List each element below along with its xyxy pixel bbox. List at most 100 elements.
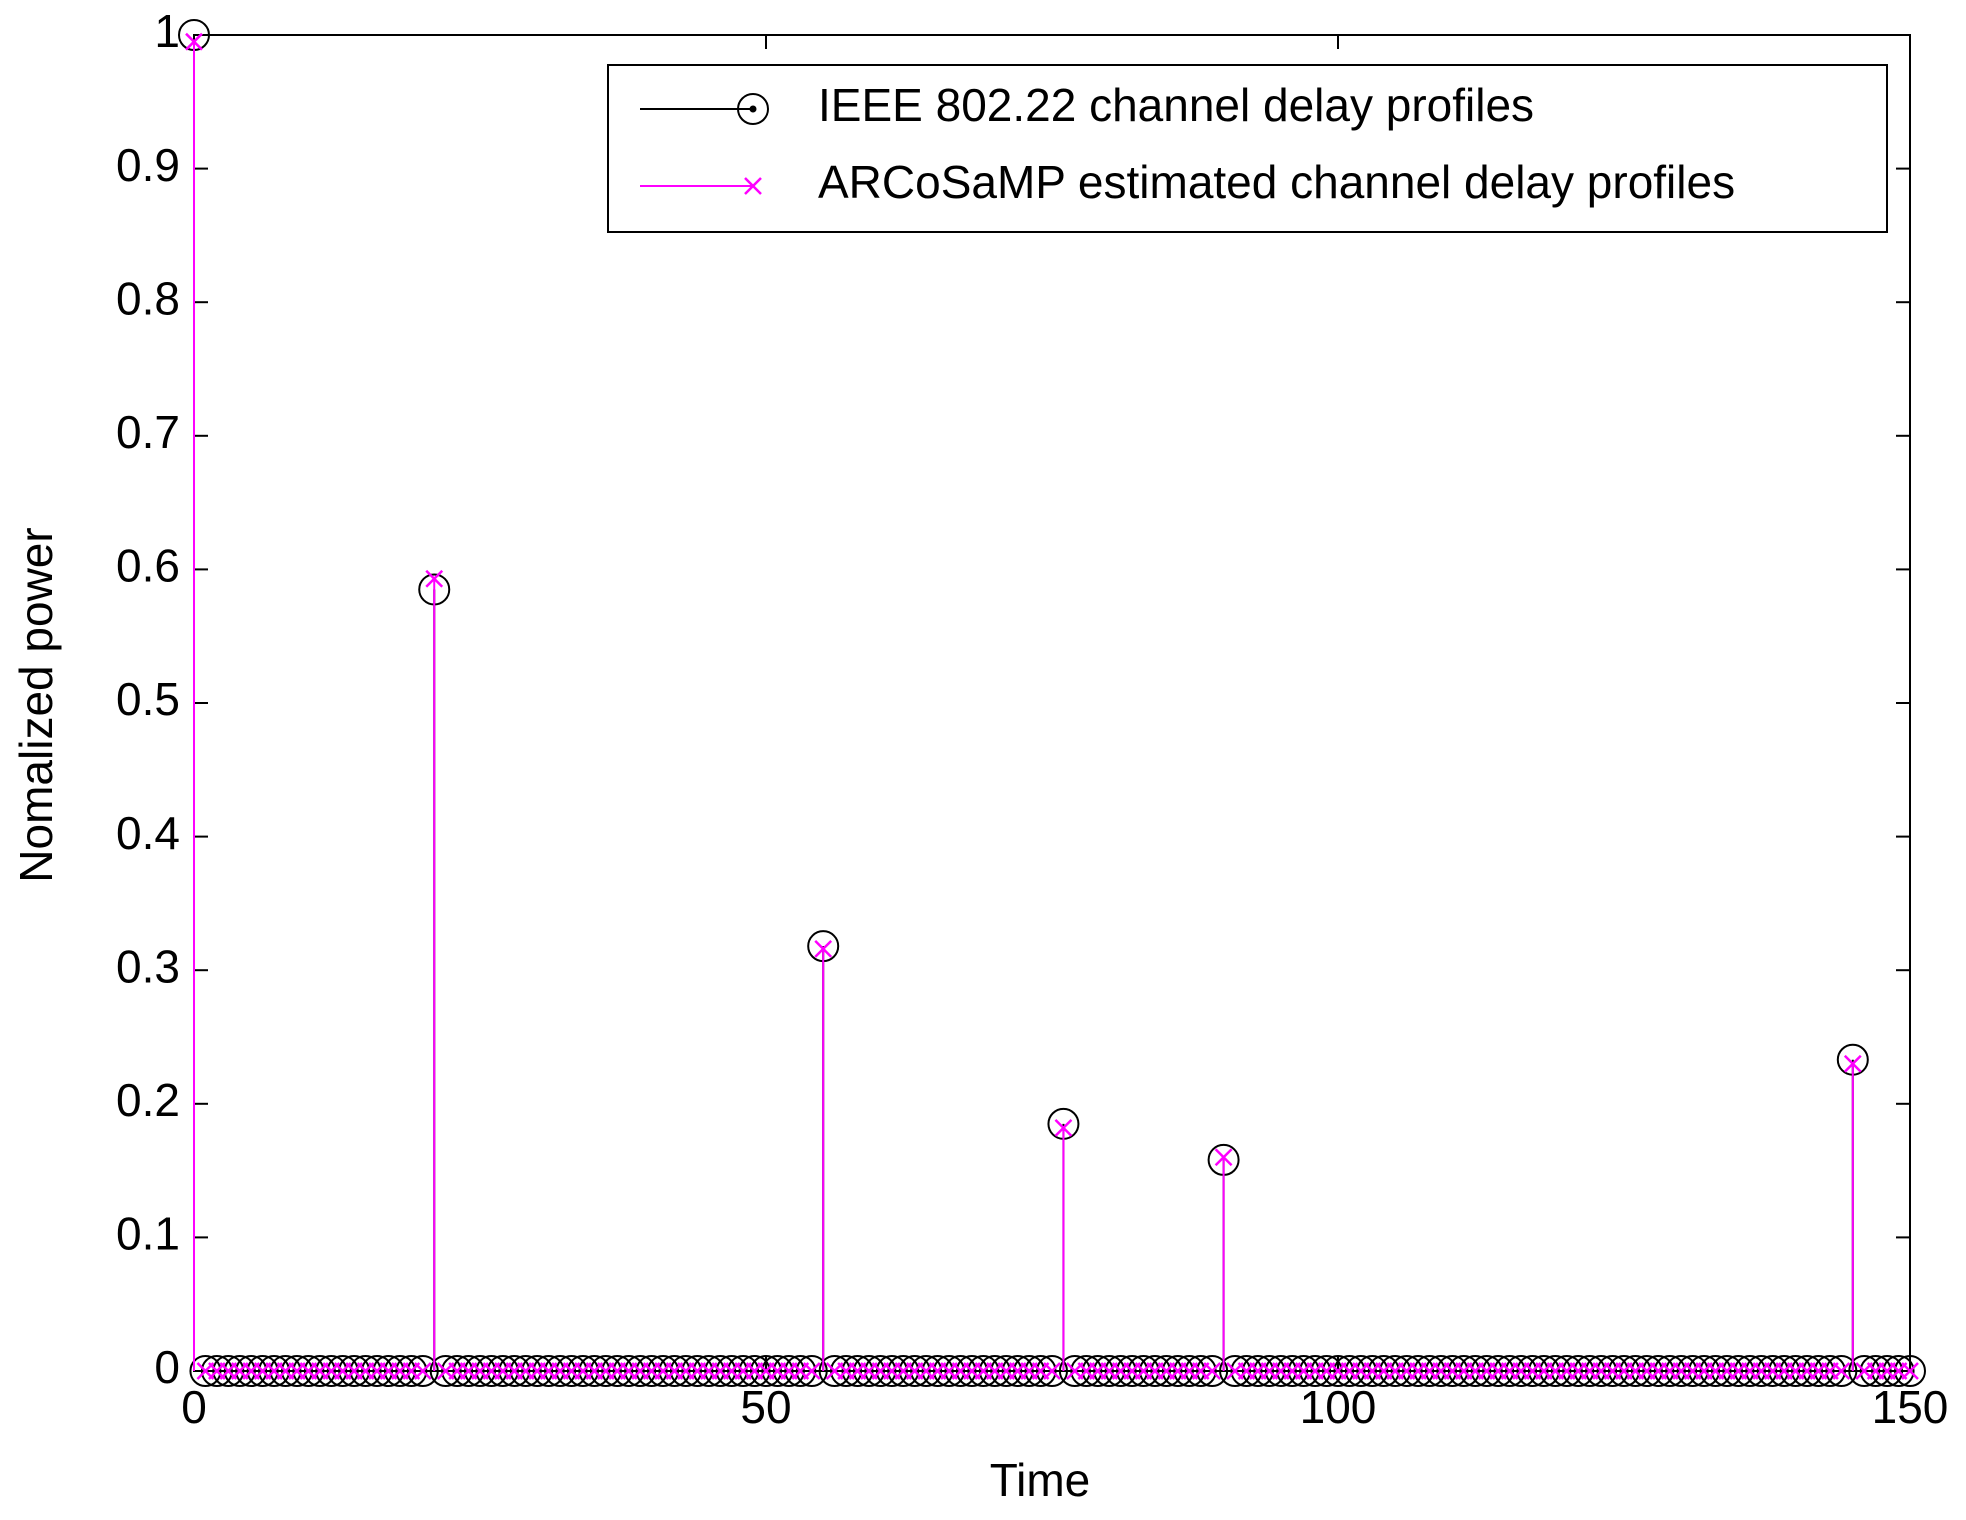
legend-dot xyxy=(749,105,757,113)
marker xyxy=(1550,1355,1583,1387)
marker xyxy=(1127,1355,1160,1387)
marker-circle xyxy=(589,1355,622,1387)
marker xyxy=(1779,1355,1812,1387)
y-axis-label: Nomalized power xyxy=(10,527,62,882)
marker xyxy=(1699,1355,1732,1387)
marker xyxy=(704,1355,737,1387)
marker-circle xyxy=(875,1355,908,1387)
marker xyxy=(258,1355,291,1387)
marker xyxy=(715,1355,748,1387)
marker xyxy=(532,1355,565,1387)
marker xyxy=(452,1355,485,1387)
legend: IEEE 802.22 channel delay profiles ARCoSa… xyxy=(607,64,1888,233)
marker xyxy=(509,1355,542,1387)
marker-circle xyxy=(898,1355,931,1387)
marker-circle xyxy=(681,1355,714,1387)
marker-circle xyxy=(1367,1355,1400,1387)
marker-circle xyxy=(1287,1355,1320,1387)
marker-circle xyxy=(1459,1355,1492,1387)
marker xyxy=(802,1362,821,1380)
marker xyxy=(601,1355,634,1387)
marker-circle xyxy=(1310,1355,1343,1387)
marker xyxy=(1665,1355,1698,1387)
marker xyxy=(383,1355,416,1387)
marker-circle xyxy=(750,1355,782,1387)
marker-circle xyxy=(1241,1355,1274,1387)
marker-circle xyxy=(1585,1355,1618,1387)
legend-label: IEEE 802.22 channel delay profiles xyxy=(818,79,1534,131)
marker xyxy=(475,1355,508,1387)
marker xyxy=(1791,1355,1824,1387)
marker xyxy=(955,1355,988,1387)
marker-circle xyxy=(1745,1355,1778,1387)
marker-circle xyxy=(1253,1355,1286,1387)
marker-circle xyxy=(1402,1355,1435,1387)
marker xyxy=(292,1355,325,1387)
marker-circle xyxy=(1482,1355,1515,1387)
marker-circle xyxy=(578,1355,611,1387)
marker-circle xyxy=(1013,1355,1046,1387)
marker-circle xyxy=(258,1355,291,1387)
marker-circle xyxy=(772,1355,805,1387)
marker-circle xyxy=(486,1355,519,1387)
marker xyxy=(738,1355,771,1387)
marker-circle xyxy=(555,1355,588,1387)
marker-circle xyxy=(1230,1355,1263,1387)
marker xyxy=(1642,1355,1675,1387)
marker-circle xyxy=(1825,1355,1858,1387)
marker-circle xyxy=(521,1355,554,1387)
marker-circle xyxy=(1322,1355,1354,1387)
marker-circle xyxy=(361,1355,394,1387)
marker-circle xyxy=(246,1355,279,1387)
marker xyxy=(578,1355,611,1387)
marker-circle xyxy=(967,1355,1000,1387)
marker xyxy=(875,1355,908,1387)
marker xyxy=(1413,1355,1446,1387)
marker xyxy=(1539,1355,1572,1387)
marker-circle xyxy=(1527,1355,1560,1387)
marker xyxy=(1825,1355,1858,1387)
y-tick-label: 0.7 xyxy=(116,406,180,458)
marker-circle xyxy=(498,1355,531,1387)
marker xyxy=(1901,1362,1919,1380)
marker xyxy=(1054,1118,1073,1137)
marker xyxy=(978,1355,1011,1387)
marker xyxy=(1058,1355,1091,1387)
marker-circle xyxy=(955,1355,988,1387)
marker xyxy=(1562,1355,1595,1387)
marker xyxy=(864,1355,897,1387)
marker xyxy=(1859,1355,1892,1387)
marker xyxy=(280,1355,313,1387)
marker-circle xyxy=(464,1355,496,1387)
marker-circle xyxy=(1024,1355,1057,1387)
marker xyxy=(1299,1355,1332,1387)
marker xyxy=(1356,1355,1389,1387)
marker xyxy=(1287,1355,1320,1387)
y-tick-label: 0.1 xyxy=(116,1208,180,1260)
marker-circle xyxy=(864,1355,897,1387)
marker-circle xyxy=(669,1355,702,1387)
marker xyxy=(761,1355,794,1387)
y-tick-label: 0.9 xyxy=(116,139,180,191)
marker xyxy=(1219,1355,1252,1387)
marker-circle xyxy=(1058,1355,1091,1387)
marker-circle xyxy=(1596,1355,1629,1387)
marker-circle xyxy=(1642,1355,1675,1387)
marker xyxy=(406,1355,439,1387)
marker xyxy=(814,939,833,958)
marker-circle xyxy=(1859,1355,1892,1387)
marker-circle xyxy=(383,1355,416,1387)
marker xyxy=(1722,1355,1755,1387)
marker-circle xyxy=(406,1355,439,1387)
marker-circle xyxy=(372,1355,405,1387)
marker xyxy=(1138,1355,1171,1387)
marker xyxy=(521,1355,554,1387)
marker xyxy=(1203,1362,1222,1380)
marker-circle xyxy=(692,1355,725,1387)
marker-circle xyxy=(452,1355,485,1387)
marker-circle xyxy=(1470,1355,1503,1387)
marker xyxy=(1424,1355,1457,1387)
marker xyxy=(1802,1355,1835,1387)
y-tick-label: 0.3 xyxy=(116,940,180,992)
